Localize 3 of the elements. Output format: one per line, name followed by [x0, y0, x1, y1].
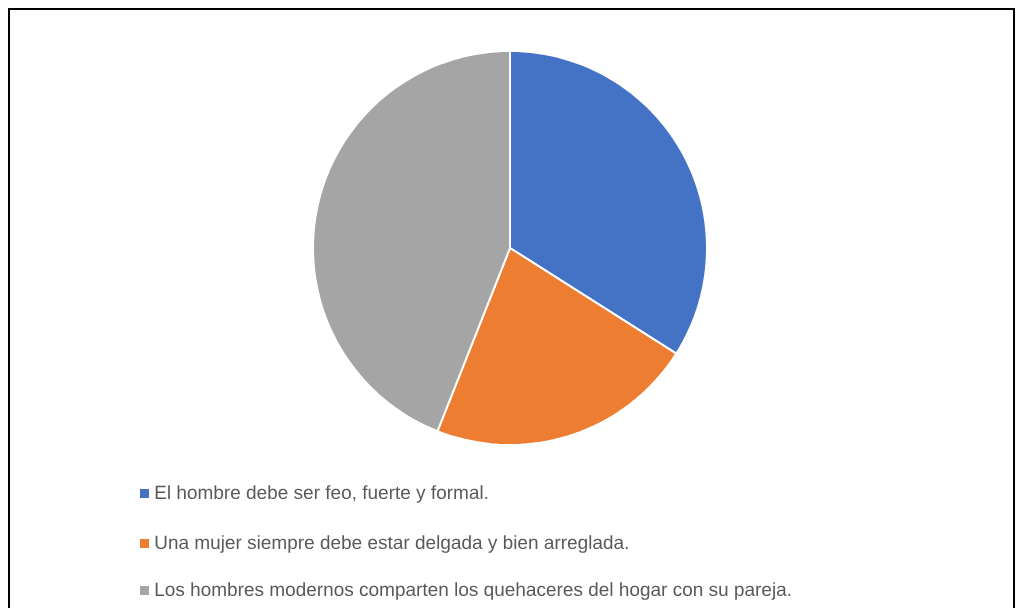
legend-label: Una mujer siempre debe estar delgada y bien arreglada.: [155, 535, 628, 553]
legend-label: Los hombres modernos comparten los quehaceres del hogar con su pareja.: [155, 582, 791, 600]
legend-label: El hombre debe ser feo, fuerte y formal.: [155, 485, 488, 503]
